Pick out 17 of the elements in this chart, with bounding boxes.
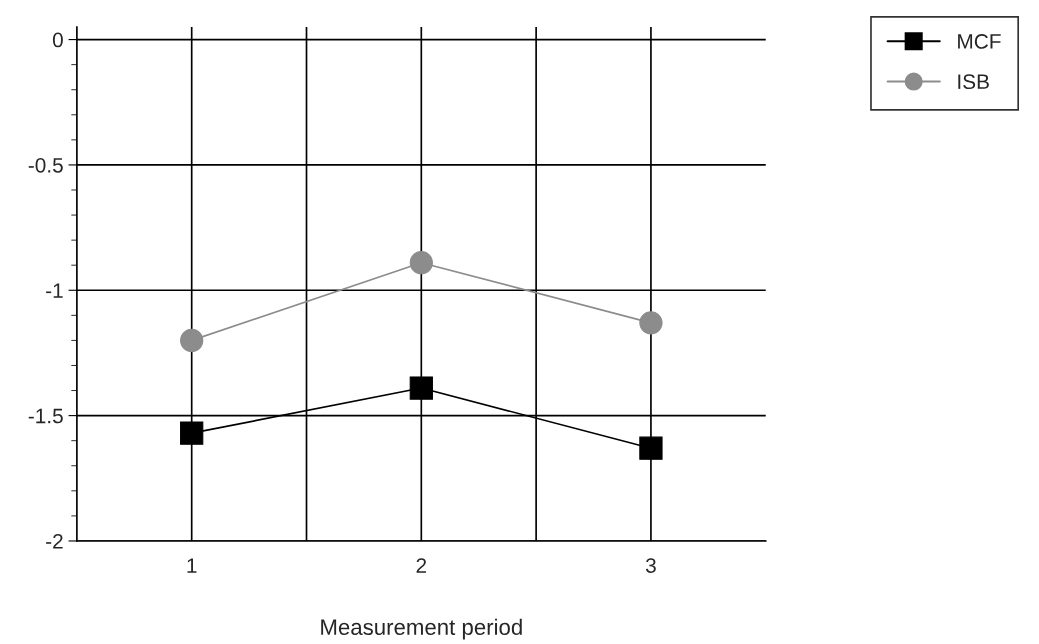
point xyxy=(639,436,663,460)
point xyxy=(409,376,433,400)
y-tick-label: -1 xyxy=(46,283,63,298)
x-tick-label: 2 xyxy=(416,558,427,573)
point xyxy=(639,311,663,335)
point xyxy=(180,421,204,445)
x-tick-label: 3 xyxy=(645,558,656,573)
y-tick-label: 0 xyxy=(52,32,63,48)
point xyxy=(180,328,204,353)
x-tick-label: 1 xyxy=(187,558,197,573)
legend-label: ISB xyxy=(958,74,989,90)
y-tick-label: -2 xyxy=(46,533,63,549)
x-axis-title: Measurement period xyxy=(321,618,522,640)
legend-label: MCF xyxy=(958,34,1001,49)
y-tick-label: -0.5 xyxy=(28,157,63,173)
point xyxy=(409,251,433,275)
y-tick-label: -1.5 xyxy=(28,408,63,424)
